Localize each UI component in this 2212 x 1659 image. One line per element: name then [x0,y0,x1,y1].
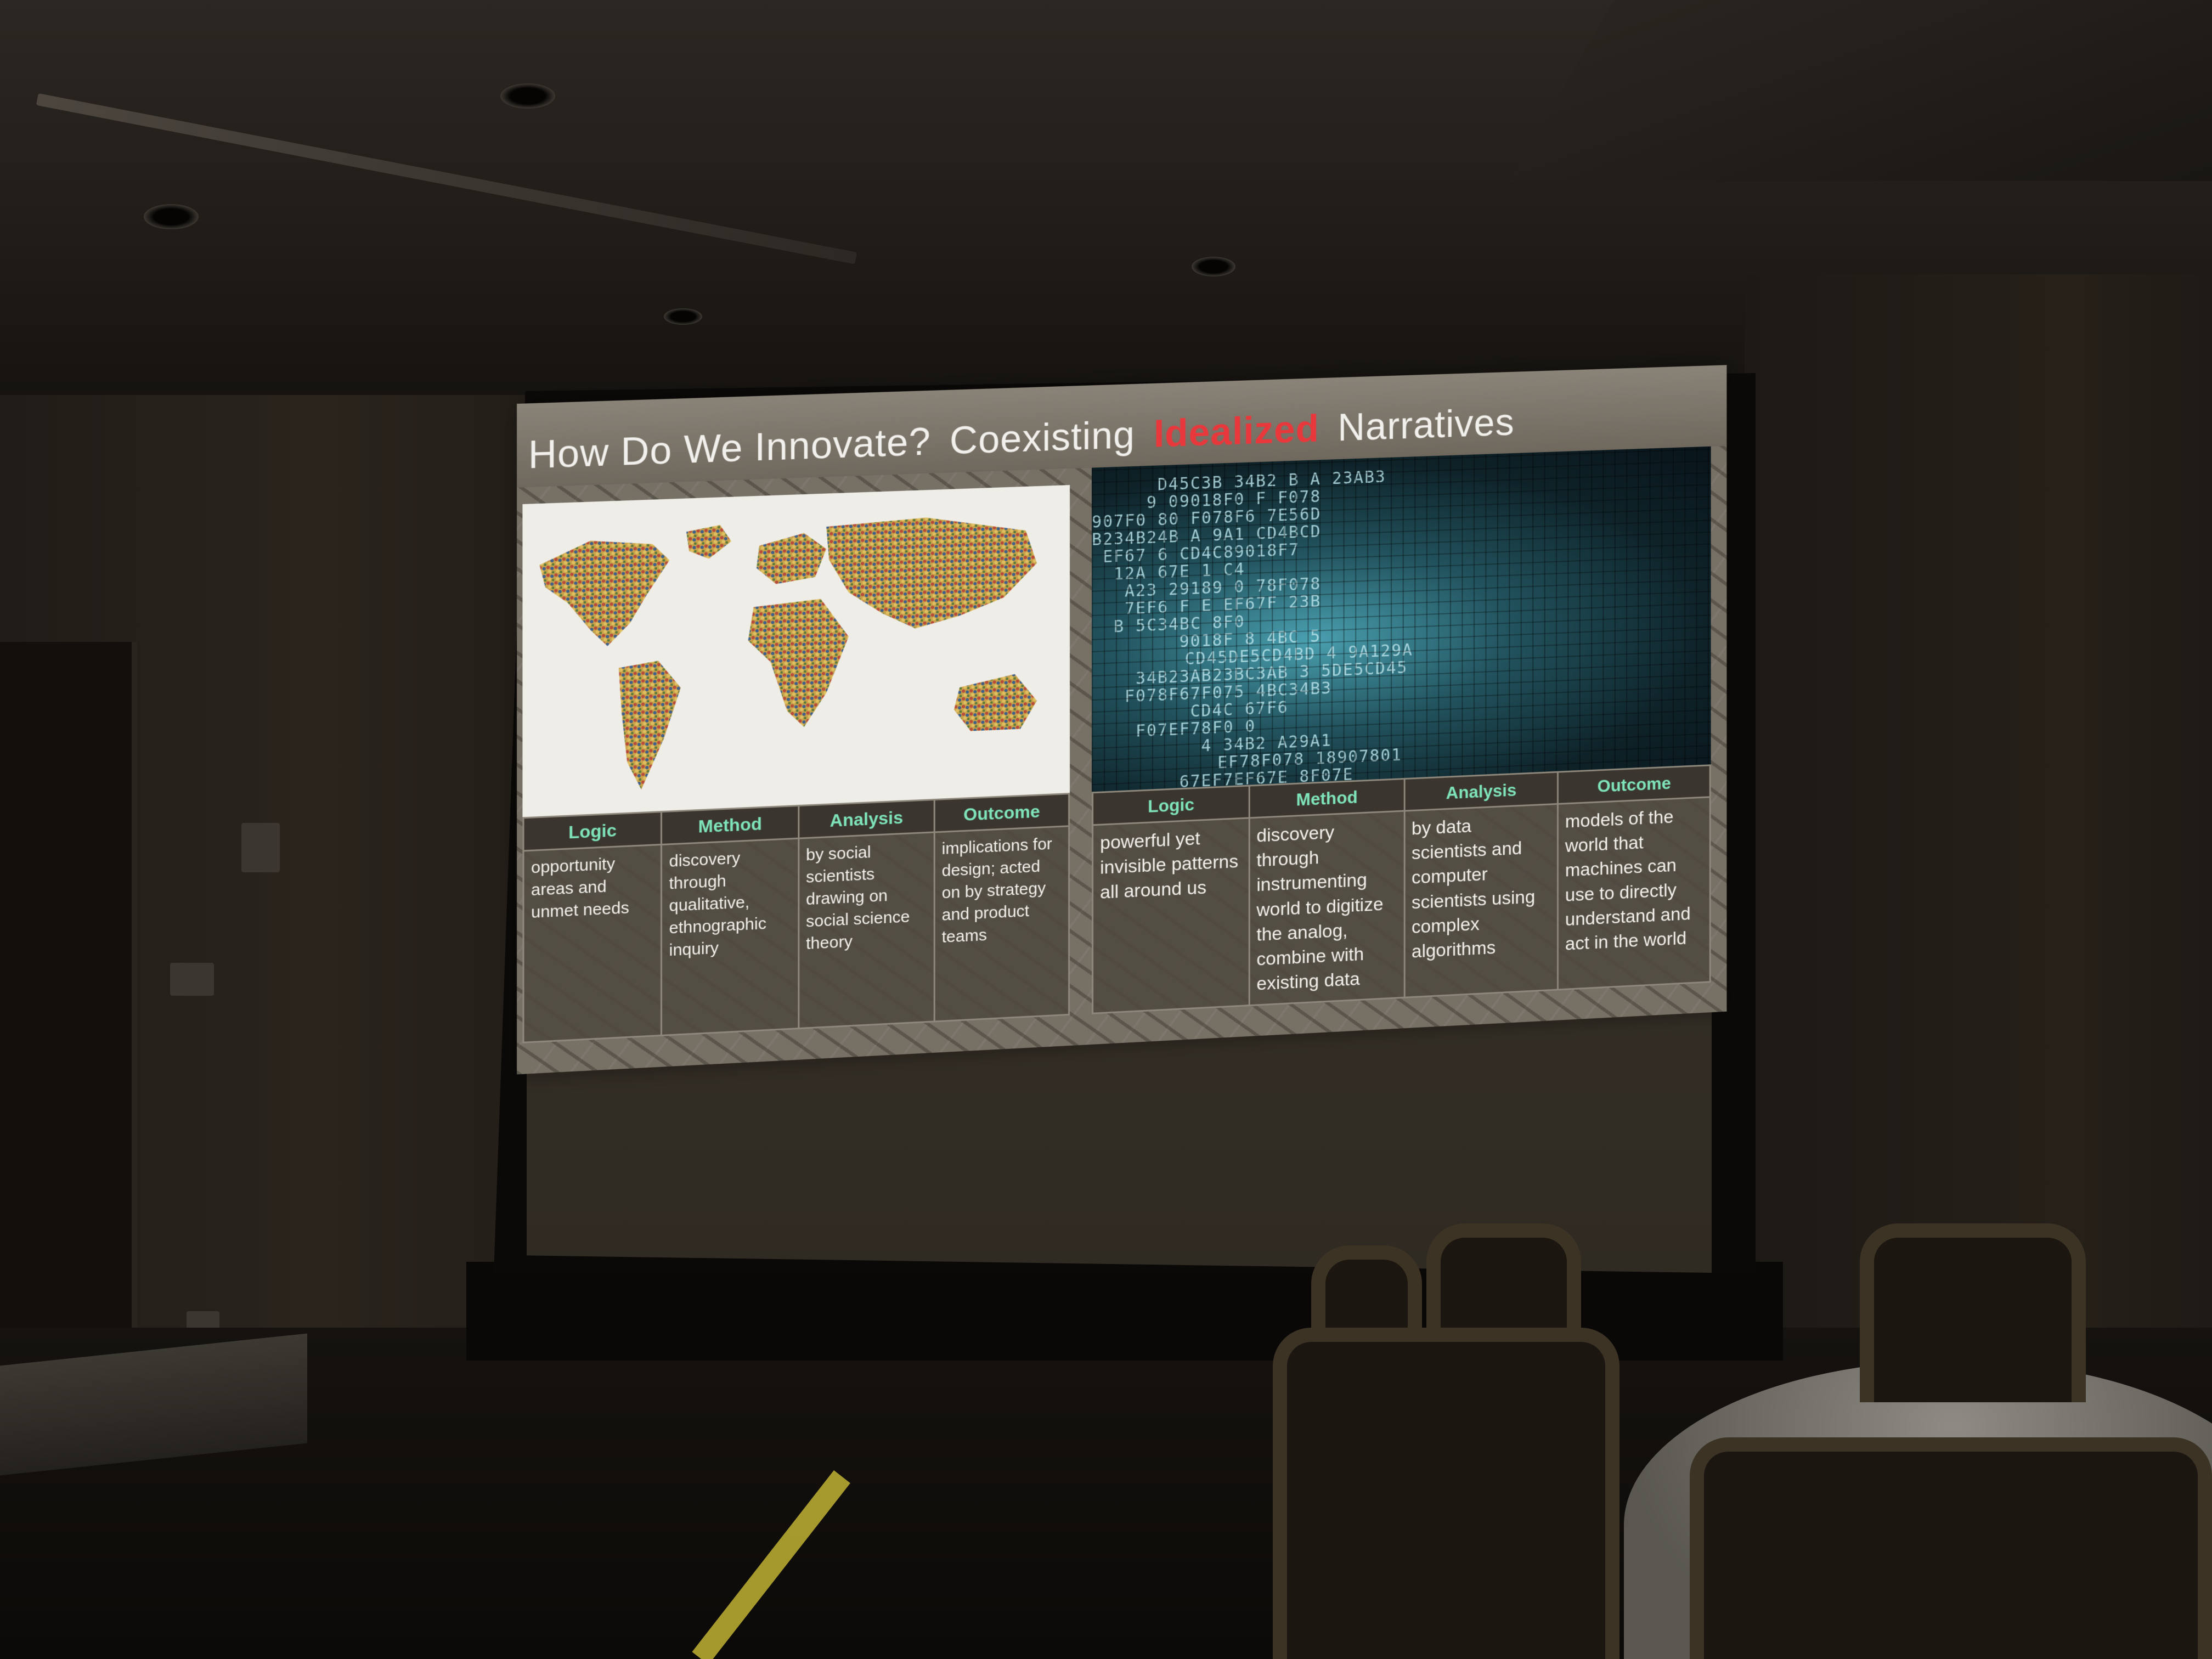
ceiling-light [1192,257,1235,276]
left-panel: Logic Method Analysis Outcome opportunit… [522,485,1070,1063]
hex-text-line: EF78F078 18907801 [1217,745,1402,773]
africa-crowd [748,597,849,730]
people-world-map-image [522,485,1070,817]
hex-text-line: 7EF6 F E EF67F 23B [1125,591,1322,619]
cell-outcome: implications for design; acted on by str… [934,826,1069,1022]
hex-text-line: B 5C34BC 8F0 [1114,612,1245,637]
chair [1860,1223,2086,1402]
cell-logic: opportunity areas and unmet needs [523,844,662,1043]
north-america-crowd [539,538,670,649]
door [0,642,137,1344]
hex-text-line: D45C3B 34B2 B A 23AB3 [1157,467,1386,495]
australia-crowd [954,673,1037,732]
cell-outcome: models of the world that machines can us… [1558,797,1711,990]
hex-text-line: CD45DE5CD4BD 4 9A129A [1184,640,1413,669]
chair [1690,1437,2212,1659]
asia-crowd [826,514,1037,632]
title-part-2: Coexisting [950,413,1135,462]
cell-method: discovery through qualitative, ethnograp… [661,838,799,1036]
hex-text-line: EF67 6 CD4C89018F7 [1103,540,1300,567]
left-comparison-table: Logic Method Analysis Outcome opportunit… [522,793,1070,1043]
header-analysis: Analysis [798,799,934,839]
ceiling-soffit [1509,0,2212,181]
chair [1273,1328,1620,1659]
title-part-3: Narratives [1338,400,1515,449]
europe-crowd [756,532,827,585]
wall-outlet [170,963,214,996]
cell-analysis: by data scientists and computer scientis… [1404,804,1558,998]
hex-text-line: F07EF78F0 0 [1135,716,1256,741]
right-wall [1745,274,2212,1372]
hex-text-line: 9 09018F0 F F078 [1146,487,1322,513]
header-outcome: Outcome [934,793,1069,832]
digital-data-image: D45C3B 34B2 B A 23AB3 9 09018F0 F F078 9… [1092,446,1711,798]
cell-analysis: by social scientists drawing on social s… [798,832,934,1029]
right-panel: D45C3B 34B2 B A 23AB3 9 09018F0 F F078 9… [1092,446,1711,1034]
greenland-crowd [686,524,731,560]
projected-slide: How Do We Innovate? Coexisting Idealized… [517,365,1727,1075]
hex-text-line: 907F0 80 F078F6 7E56D [1092,504,1322,532]
hex-text-line: 12A 67E 1 C4 [1114,560,1245,584]
right-comparison-table: Logic Method Analysis Outcome powerful y… [1092,764,1711,1014]
south-america-crowd [618,659,681,791]
world-map-of-people-graphic [539,514,1037,791]
hex-text-line: B234B24B A 9A1 CD4BCD [1092,522,1322,550]
ceiling-light [664,308,702,325]
cell-method: discovery through instrumenting world to… [1249,811,1404,1006]
hex-text-line: CD4C 67F6 [1190,698,1289,721]
title-part-1: How Do We Innovate? [528,420,931,477]
table-row: opportunity areas and unmet needs discov… [523,826,1069,1043]
ceiling-light [500,83,555,109]
hex-text-line: A23 29189 0 78F078 [1125,574,1322,601]
table-row: powerful yet invisible patterns all arou… [1092,797,1711,1014]
ceiling-light [144,204,199,229]
title-accent-word: Idealized [1153,407,1319,455]
wall-switch [241,823,280,872]
hex-text-line: 34B23AB23BC3AB 3 5DE5CD45 [1135,658,1408,689]
hex-text-line: 9018F 8 4BC 5 [1179,627,1321,652]
hex-text-line: F078F67F075 4BC34B3 [1125,679,1333,707]
hex-text-line: 4 34B2 A29A1 [1201,731,1332,756]
cell-logic: powerful yet invisible patterns all arou… [1092,817,1249,1014]
